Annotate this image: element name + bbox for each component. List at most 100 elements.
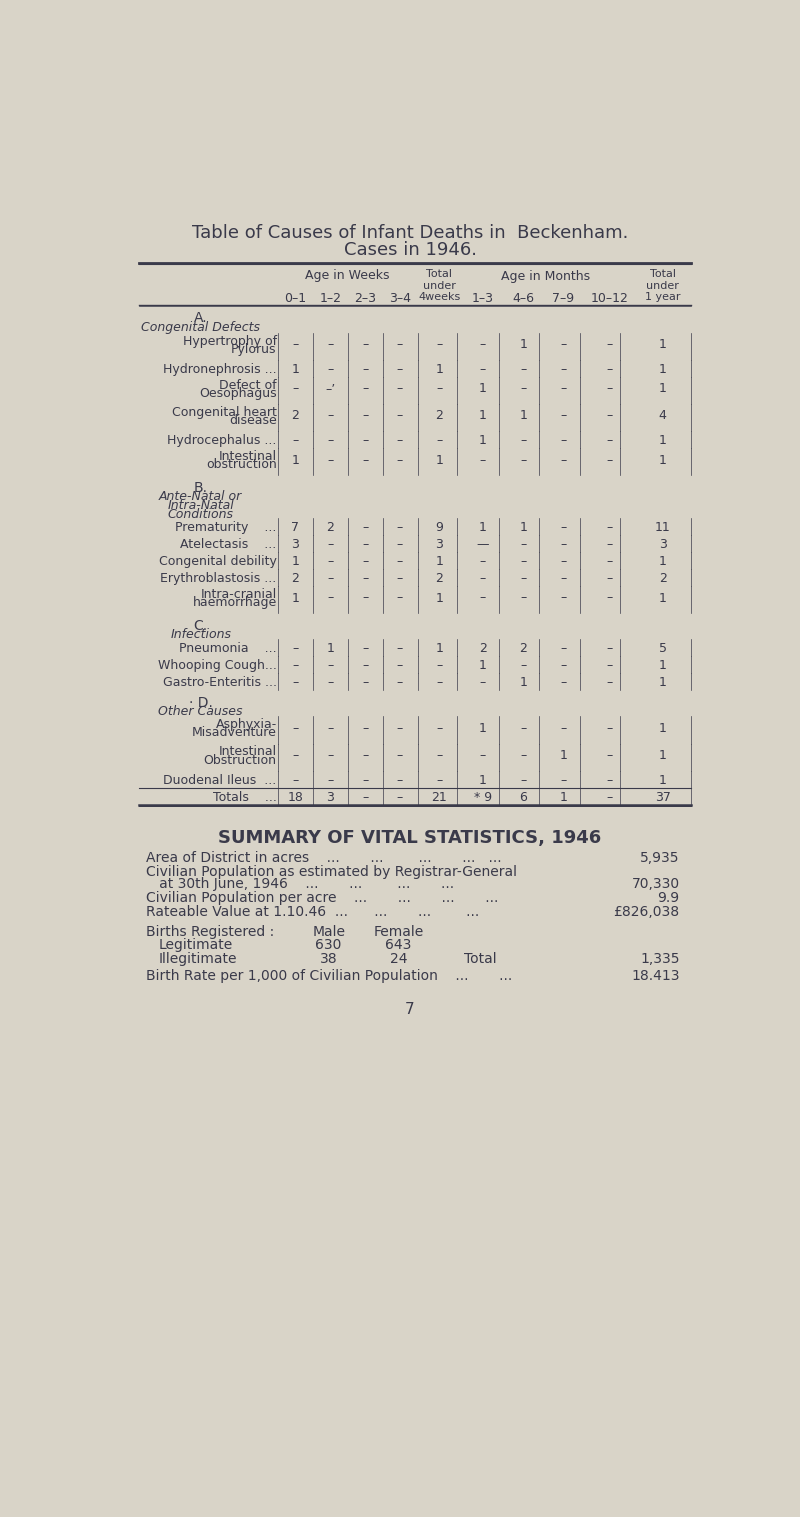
Text: obstruction: obstruction xyxy=(206,458,277,472)
Text: –: – xyxy=(327,410,334,423)
Text: –: – xyxy=(560,660,566,672)
Text: –: – xyxy=(560,522,566,534)
Text: 1: 1 xyxy=(658,363,666,376)
Text: –: – xyxy=(480,363,486,376)
Text: 24: 24 xyxy=(390,953,407,966)
Text: B.: B. xyxy=(194,481,208,495)
Text: 2: 2 xyxy=(435,572,443,586)
Text: 1: 1 xyxy=(519,677,527,689)
Text: Area of District in acres    ...       ...        ...       ...   ...: Area of District in acres ... ... ... ..… xyxy=(146,851,515,865)
Text: –: – xyxy=(397,555,403,569)
Text: 7–9: 7–9 xyxy=(552,293,574,305)
Text: –: – xyxy=(520,363,526,376)
Text: 18: 18 xyxy=(287,790,303,804)
Text: –: – xyxy=(606,454,612,467)
Text: Obstruction: Obstruction xyxy=(204,754,277,766)
Text: Births Registered :: Births Registered : xyxy=(146,925,274,939)
Text: Intra-cranial: Intra-cranial xyxy=(201,587,277,601)
Text: 1: 1 xyxy=(291,555,299,569)
Text: 5,935: 5,935 xyxy=(640,851,680,865)
Text: 1: 1 xyxy=(435,454,443,467)
Text: Table of Causes of Infant Deaths in  Beckenham.: Table of Causes of Infant Deaths in Beck… xyxy=(192,225,628,243)
Text: –: – xyxy=(362,410,368,423)
Text: –: – xyxy=(327,555,334,569)
Text: Male: Male xyxy=(312,925,345,939)
Text: –: – xyxy=(606,774,612,787)
Text: –: – xyxy=(397,454,403,467)
Text: 1: 1 xyxy=(479,434,486,448)
Text: 1: 1 xyxy=(435,592,443,605)
Text: 1: 1 xyxy=(658,677,666,689)
Text: –: – xyxy=(292,722,298,734)
Text: 2: 2 xyxy=(658,572,666,586)
Text: 1: 1 xyxy=(658,454,666,467)
Text: –: – xyxy=(560,382,566,396)
Text: 10–12: 10–12 xyxy=(590,293,628,305)
Text: 1: 1 xyxy=(658,382,666,396)
Text: 1: 1 xyxy=(519,522,527,534)
Text: Congenital debility: Congenital debility xyxy=(159,555,277,569)
Text: –: – xyxy=(397,774,403,787)
Text: –: – xyxy=(436,660,442,672)
Text: –: – xyxy=(606,677,612,689)
Text: –: – xyxy=(397,677,403,689)
Text: –: – xyxy=(560,677,566,689)
Text: 1: 1 xyxy=(658,722,666,734)
Text: A.: A. xyxy=(194,311,207,326)
Text: 37: 37 xyxy=(654,790,670,804)
Text: –: – xyxy=(480,592,486,605)
Text: Congenital heart: Congenital heart xyxy=(172,405,277,419)
Text: Infections: Infections xyxy=(170,628,231,640)
Text: –: – xyxy=(362,555,368,569)
Text: Total
under
4weeks: Total under 4weeks xyxy=(418,269,461,302)
Text: at 30th June, 1946    ...       ...        ...       ...: at 30th June, 1946 ... ... ... ... xyxy=(146,877,468,890)
Text: –: – xyxy=(520,749,526,762)
Text: 1: 1 xyxy=(559,749,567,762)
Text: –: – xyxy=(606,539,612,551)
Text: 2: 2 xyxy=(291,572,299,586)
Text: 1: 1 xyxy=(658,434,666,448)
Text: –: – xyxy=(560,592,566,605)
Text: –: – xyxy=(327,660,334,672)
Text: 1: 1 xyxy=(435,555,443,569)
Text: 4–6: 4–6 xyxy=(512,293,534,305)
Text: 643: 643 xyxy=(385,939,411,953)
Text: –: – xyxy=(292,338,298,352)
Text: –: – xyxy=(436,749,442,762)
Text: 1: 1 xyxy=(658,338,666,352)
Text: 1: 1 xyxy=(291,363,299,376)
Text: Congenital Defects: Congenital Defects xyxy=(142,320,260,334)
Text: * 9: * 9 xyxy=(474,790,492,804)
Text: –: – xyxy=(362,592,368,605)
Text: C.: C. xyxy=(194,619,208,633)
Text: –: – xyxy=(362,749,368,762)
Text: –: – xyxy=(362,382,368,396)
Text: –: – xyxy=(560,555,566,569)
Text: –: – xyxy=(520,555,526,569)
Text: Intra-Natal: Intra-Natal xyxy=(167,499,234,513)
Text: –: – xyxy=(606,572,612,586)
Text: –: – xyxy=(436,774,442,787)
Text: –: – xyxy=(362,572,368,586)
Text: –: – xyxy=(560,338,566,352)
Text: 3: 3 xyxy=(326,790,334,804)
Text: SUMMARY OF VITAL STATISTICS, 1946: SUMMARY OF VITAL STATISTICS, 1946 xyxy=(218,830,602,846)
Text: Gastro-Enteritis ...: Gastro-Enteritis ... xyxy=(162,677,277,689)
Text: Conditions: Conditions xyxy=(168,508,234,520)
Text: 2–3: 2–3 xyxy=(354,293,376,305)
Text: 2: 2 xyxy=(479,643,486,655)
Text: Hydrocephalus ...: Hydrocephalus ... xyxy=(167,434,277,448)
Text: 18.413: 18.413 xyxy=(631,969,680,983)
Text: 1: 1 xyxy=(479,722,486,734)
Text: –: – xyxy=(292,677,298,689)
Text: –: – xyxy=(520,722,526,734)
Text: –: – xyxy=(362,790,368,804)
Text: 1: 1 xyxy=(519,410,527,423)
Text: –: – xyxy=(480,572,486,586)
Text: –: – xyxy=(397,643,403,655)
Text: 38: 38 xyxy=(320,953,338,966)
Text: –: – xyxy=(480,338,486,352)
Text: –: – xyxy=(397,522,403,534)
Text: 2: 2 xyxy=(326,522,334,534)
Text: Civilian Population per acre    ...       ...       ...       ...: Civilian Population per acre ... ... ...… xyxy=(146,890,512,904)
